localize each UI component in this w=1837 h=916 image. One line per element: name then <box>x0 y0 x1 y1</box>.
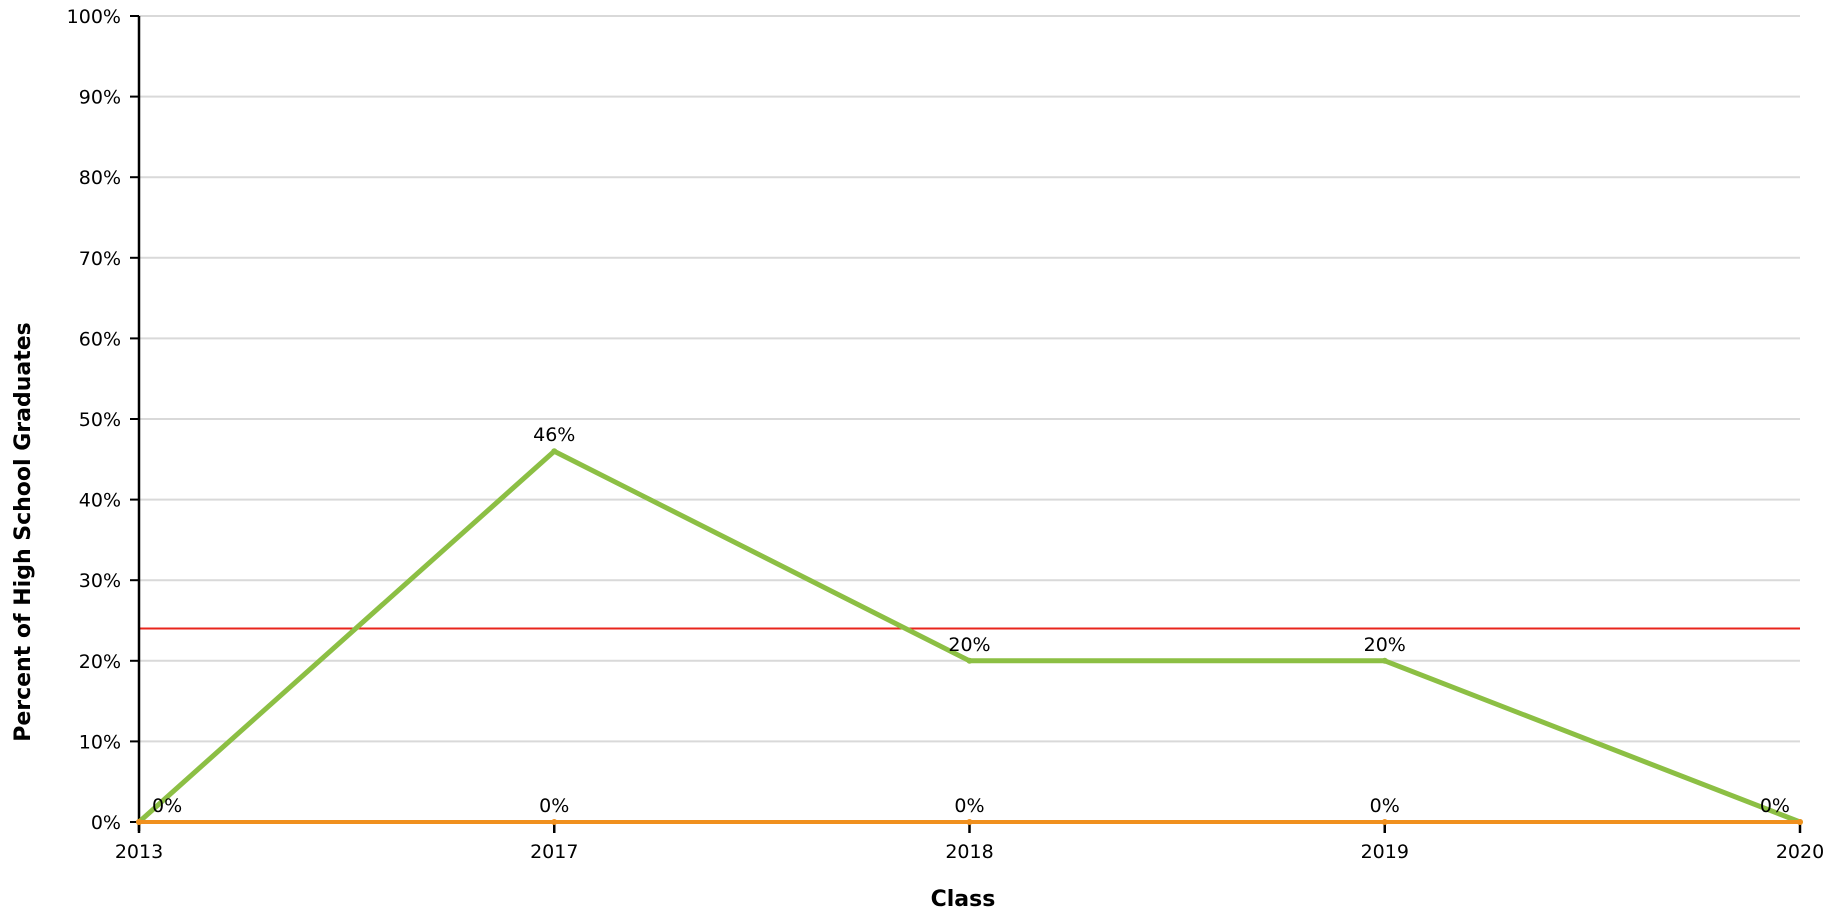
data-point <box>1381 819 1388 825</box>
y-tick-label: 100% <box>67 6 121 28</box>
y-tick-label: 40% <box>79 490 121 512</box>
data-label: 0% <box>1370 795 1400 817</box>
x-tick-label: 2013 <box>115 841 163 863</box>
data-point <box>966 657 973 664</box>
data-point <box>1381 657 1388 664</box>
data-label: 0% <box>954 795 984 817</box>
axes: 0% 10% 20% 30% 40% 50% 60% 70% 80% 90% 100% 2013 201… <box>67 6 1825 863</box>
data-point <box>966 819 973 825</box>
data-point <box>136 819 142 825</box>
data-point <box>551 448 558 455</box>
x-axis-title: Class <box>931 887 996 912</box>
gridlines <box>139 15 1800 743</box>
y-tick-label: 0% <box>91 812 121 834</box>
data-labels: 46% 20% 20% 0% 0% 0% 0% 0% <box>152 424 1790 817</box>
data-label: 20% <box>948 634 990 656</box>
y-tick-label: 20% <box>79 651 121 673</box>
x-tick-label: 2018 <box>945 841 993 863</box>
series <box>136 448 1803 825</box>
y-tick-label: 60% <box>79 328 121 350</box>
y-tick-label: 30% <box>79 570 121 592</box>
data-point <box>1797 819 1803 825</box>
x-tick-label: 2019 <box>1361 841 1409 863</box>
x-tick-label: 2020 <box>1776 841 1824 863</box>
data-label: 0% <box>152 795 182 817</box>
y-axis-title: Percent of High School Graduates <box>11 322 36 742</box>
x-tick-label: 2017 <box>530 841 578 863</box>
y-tick-label: 90% <box>79 87 121 109</box>
data-label: 0% <box>1760 795 1790 817</box>
y-tick-label: 80% <box>79 167 121 189</box>
y-tick-label: 70% <box>79 248 121 270</box>
y-tick-label: 10% <box>79 731 121 753</box>
y-tick-label: 50% <box>79 409 121 431</box>
data-label: 46% <box>533 424 575 446</box>
data-point <box>551 819 558 825</box>
data-label: 20% <box>1364 634 1406 656</box>
data-label: 0% <box>539 795 569 817</box>
